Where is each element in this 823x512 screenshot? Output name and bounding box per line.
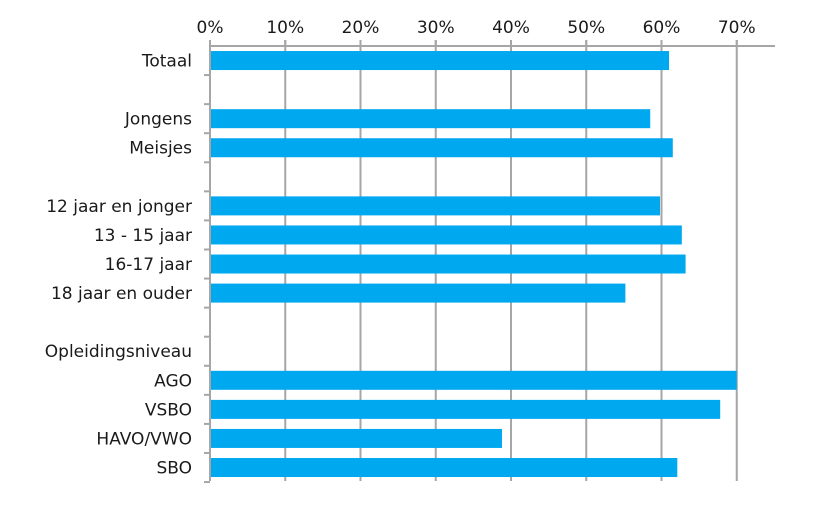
x-tick-label: 40% — [492, 18, 530, 38]
bar — [211, 458, 678, 478]
category-label: 12 jaar en jonger — [46, 197, 192, 217]
category-label: VSBO — [145, 400, 192, 420]
x-tick-label: 50% — [567, 18, 605, 38]
category-label: Meisjes — [129, 139, 192, 159]
bar — [211, 138, 673, 158]
x-tick-label: 60% — [643, 18, 681, 38]
category-label: HAVO/VWO — [96, 429, 192, 449]
category-label: Totaal — [141, 52, 192, 72]
x-tick-label: 20% — [342, 18, 380, 38]
bar — [211, 370, 737, 390]
bar — [211, 428, 502, 448]
bar — [211, 254, 686, 274]
bar — [211, 196, 660, 216]
category-label: 18 jaar en ouder — [51, 284, 192, 304]
bar — [211, 399, 721, 419]
x-tick-label: 30% — [417, 18, 455, 38]
x-tick-label: 10% — [266, 18, 304, 38]
category-label: SBO — [156, 459, 192, 479]
category-label: AGO — [154, 371, 192, 391]
axis-layer — [204, 40, 775, 484]
bar — [211, 225, 682, 245]
bar — [211, 51, 670, 71]
x-tick-label: 0% — [197, 18, 224, 38]
bar — [211, 109, 651, 129]
category-label: 16-17 jaar — [105, 255, 192, 275]
bar-layer — [211, 51, 737, 478]
bar — [211, 283, 626, 303]
x-tick-label: 70% — [718, 18, 756, 38]
category-label: Jongens — [124, 110, 192, 130]
category-label: 13 - 15 jaar — [94, 226, 192, 246]
category-label: Opleidingsniveau — [45, 342, 192, 362]
label-layer: 0% 10% 20% 30% 40% 50% 60% 70% Totaal Jongens Meis… — [45, 18, 756, 479]
